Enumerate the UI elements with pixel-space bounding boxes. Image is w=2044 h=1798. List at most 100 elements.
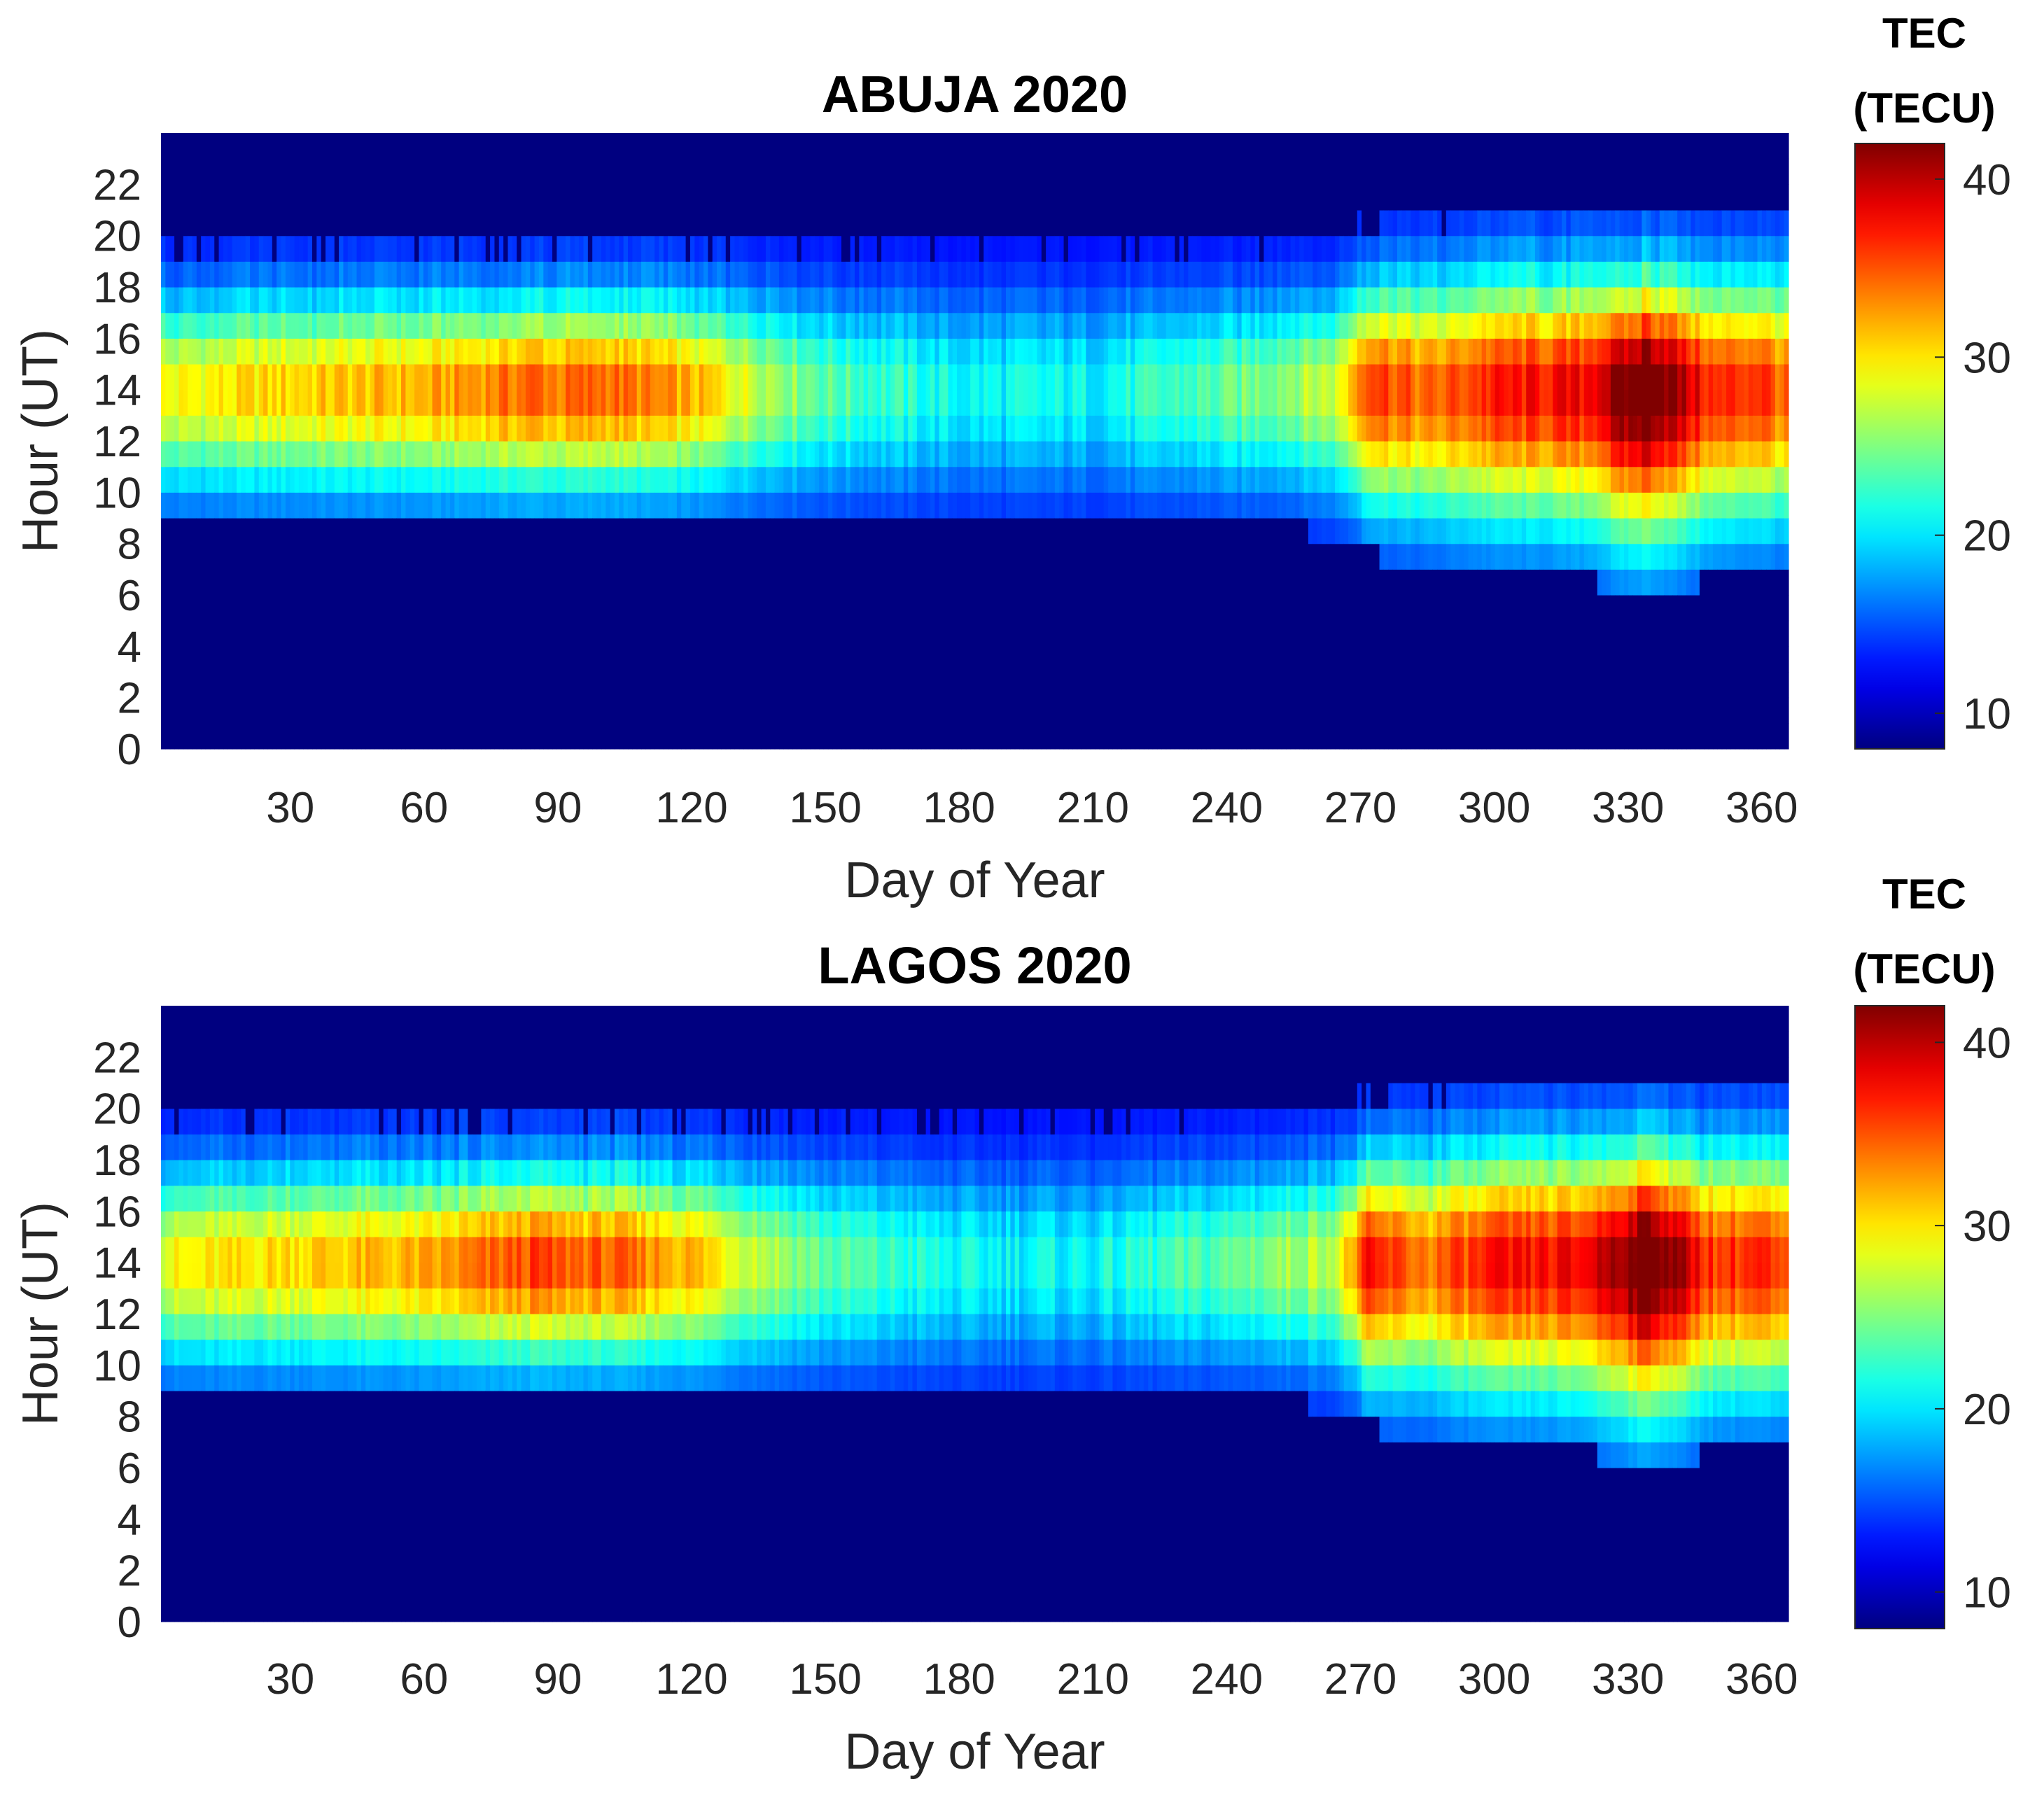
heatmap-cell [303, 518, 309, 545]
heatmap-cell [876, 441, 882, 468]
heatmap-cell [961, 261, 967, 288]
heatmap-cell [303, 620, 309, 647]
heatmap-cell [579, 518, 584, 545]
heatmap-cell [886, 261, 891, 288]
heatmap-cell [276, 595, 282, 621]
heatmap-cell [997, 415, 1002, 442]
heatmap-cell [974, 646, 980, 673]
heatmap-cell [899, 312, 904, 339]
heatmap-cell [174, 697, 180, 724]
heatmap-cell [886, 620, 891, 647]
heatmap-cell [321, 312, 326, 339]
heatmap-cell [628, 518, 633, 545]
heatmap-cell [912, 672, 918, 698]
heatmap-cell [276, 492, 282, 519]
heatmap-cell [636, 646, 642, 673]
heatmap-cell [1019, 569, 1024, 596]
heatmap-cell [223, 697, 228, 724]
heatmap-cell [387, 620, 393, 647]
heatmap-cell [236, 492, 241, 519]
heatmap-cell [650, 569, 655, 596]
heatmap-cell [650, 723, 655, 750]
heatmap-cell [619, 620, 624, 647]
heatmap-cell [912, 466, 918, 493]
heatmap-cell [1001, 543, 1007, 570]
heatmap-cell [490, 364, 496, 391]
heatmap-cell [498, 415, 504, 442]
heatmap-cell [196, 158, 202, 185]
heatmap-cell [908, 235, 913, 262]
heatmap-cell [601, 569, 606, 596]
heatmap-cell [360, 697, 366, 724]
heatmap-cell [538, 441, 544, 468]
heatmap-cell [276, 466, 282, 493]
heatmap-cell [1072, 466, 1078, 493]
heatmap-cell [428, 235, 433, 262]
heatmap-cell [881, 312, 887, 339]
heatmap-cell [463, 287, 468, 314]
heatmap-cell [1005, 646, 1011, 673]
heatmap-cell [428, 338, 433, 365]
heatmap-cell [801, 646, 806, 673]
heatmap-cell [543, 543, 549, 570]
heatmap-cell [1041, 646, 1046, 673]
heatmap-cell [454, 364, 460, 391]
heatmap-cell [668, 364, 673, 391]
heatmap-cell [236, 133, 241, 160]
heatmap-cell [449, 543, 455, 570]
heatmap-cell [405, 389, 411, 416]
heatmap-cell [704, 235, 708, 262]
heatmap-cell [672, 466, 678, 493]
heatmap-cell [770, 569, 776, 596]
heatmap-cell [868, 646, 873, 673]
heatmap-cell [752, 235, 757, 262]
heatmap-cell [832, 723, 838, 750]
heatmap-cell [566, 646, 571, 673]
heatmap-cell [992, 492, 997, 519]
heatmap-cell [672, 518, 678, 545]
heatmap-cell [997, 620, 1002, 647]
heatmap-cell [663, 492, 668, 519]
heatmap-cell [1054, 723, 1060, 750]
heatmap-cell [356, 389, 362, 416]
heatmap-cell [903, 415, 909, 442]
heatmap-cell [952, 364, 958, 391]
heatmap-cell [761, 364, 766, 391]
heatmap-cell [396, 133, 402, 160]
heatmap-cell [1059, 466, 1065, 493]
heatmap-cell [948, 158, 953, 185]
heatmap-cell [169, 158, 175, 185]
heatmap-cell [934, 158, 940, 185]
heatmap-cell [961, 158, 967, 185]
heatmap-cell [801, 287, 806, 314]
heatmap-cell [534, 646, 540, 673]
heatmap-cell [374, 595, 379, 621]
heatmap-cell [432, 518, 438, 545]
heatmap-cell [258, 210, 264, 237]
heatmap-cell [619, 697, 624, 724]
heatmap-cell [983, 543, 989, 570]
heatmap-cell [1005, 569, 1011, 596]
heatmap-cell [477, 569, 482, 596]
heatmap-cell [899, 697, 904, 724]
heatmap-cell [641, 569, 647, 596]
heatmap-cell [1041, 672, 1046, 698]
heatmap-cell [734, 415, 740, 442]
heatmap-cell [507, 415, 513, 442]
heatmap-cell [704, 620, 708, 647]
heatmap-cell [734, 364, 740, 391]
heatmap-cell [641, 338, 647, 365]
heatmap-cell [814, 389, 820, 416]
heatmap-cell [632, 389, 638, 416]
heatmap-cell [699, 466, 704, 493]
heatmap-cell [458, 595, 464, 621]
heatmap-cell [347, 595, 353, 621]
heatmap-cell [1068, 518, 1073, 545]
heatmap-cell [583, 235, 589, 262]
heatmap-cell [1077, 569, 1082, 596]
heatmap-cell [454, 415, 460, 442]
heatmap-cell [517, 466, 522, 493]
heatmap-cell [396, 312, 402, 339]
heatmap-cell [961, 672, 967, 698]
heatmap-cell [463, 210, 468, 237]
